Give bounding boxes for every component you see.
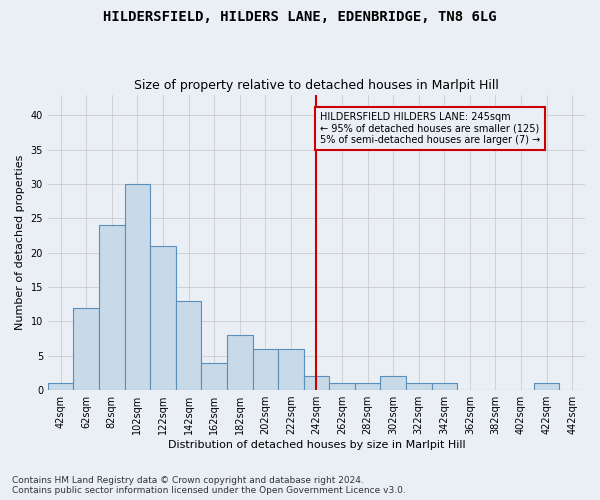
Bar [125, 184, 150, 390]
Bar [202, 362, 227, 390]
Bar [227, 335, 253, 390]
Text: Contains HM Land Registry data © Crown copyright and database right 2024.
Contai: Contains HM Land Registry data © Crown c… [12, 476, 406, 495]
Bar [73, 308, 99, 390]
Bar [176, 300, 202, 390]
Text: HILDERSFIELD HILDERS LANE: 245sqm
← 95% of detached houses are smaller (125)
5% : HILDERSFIELD HILDERS LANE: 245sqm ← 95% … [320, 112, 541, 145]
Text: HILDERSFIELD, HILDERS LANE, EDENBRIDGE, TN8 6LG: HILDERSFIELD, HILDERS LANE, EDENBRIDGE, … [103, 10, 497, 24]
Title: Size of property relative to detached houses in Marlpit Hill: Size of property relative to detached ho… [134, 79, 499, 92]
Bar [380, 376, 406, 390]
Bar [304, 376, 329, 390]
Bar [278, 349, 304, 390]
Bar [253, 349, 278, 390]
Bar [355, 383, 380, 390]
X-axis label: Distribution of detached houses by size in Marlpit Hill: Distribution of detached houses by size … [167, 440, 465, 450]
Y-axis label: Number of detached properties: Number of detached properties [15, 154, 25, 330]
Bar [534, 383, 559, 390]
Bar [406, 383, 431, 390]
Bar [150, 246, 176, 390]
Bar [329, 383, 355, 390]
Bar [48, 383, 73, 390]
Bar [99, 225, 125, 390]
Bar [431, 383, 457, 390]
